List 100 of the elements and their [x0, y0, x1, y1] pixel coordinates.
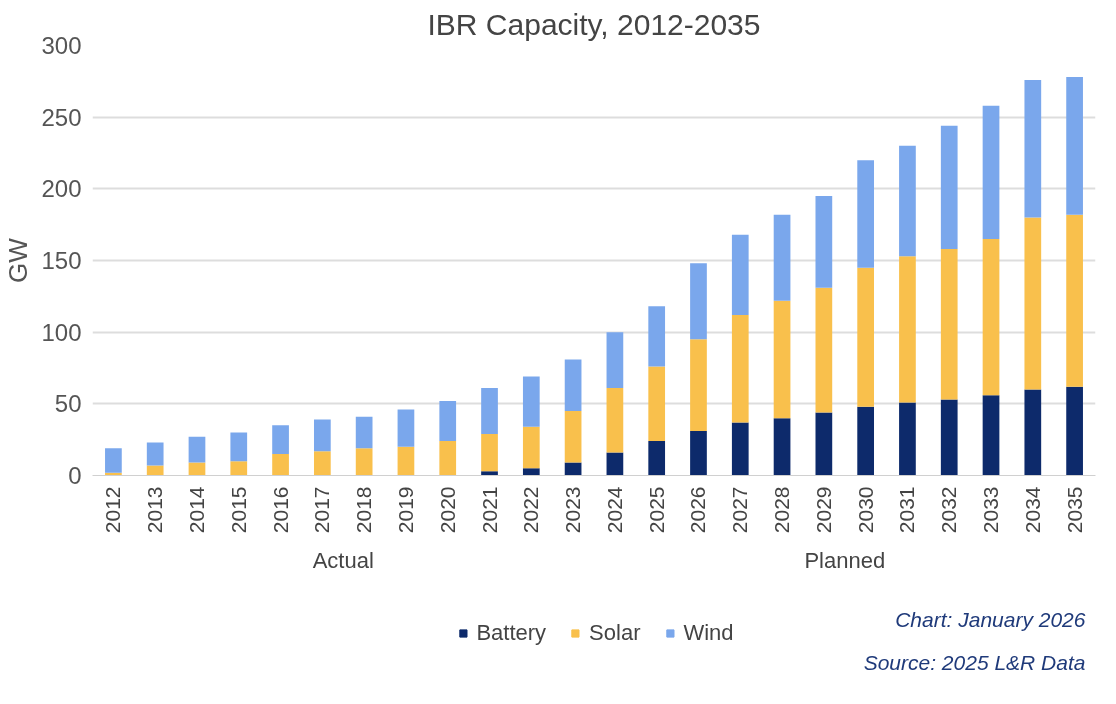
x-tick-label: 2026 — [686, 486, 710, 534]
text: Chart: January 2026 — [895, 607, 1086, 631]
y-tick-label: 150 — [41, 247, 82, 274]
bar — [982, 239, 1000, 396]
x-tick-label: 2015 — [226, 486, 250, 534]
bar — [397, 446, 415, 476]
bar — [105, 448, 122, 473]
bar — [314, 419, 331, 452]
bar — [731, 422, 749, 476]
y-tick-label: 0 — [68, 462, 82, 489]
bar — [940, 399, 958, 476]
bar — [940, 125, 958, 250]
bar — [522, 376, 540, 427]
x-tick-label: 2035 — [1062, 486, 1086, 534]
x-tick-label: 2030 — [853, 486, 877, 534]
source-note: Source: 2025 L&R Data — [863, 651, 1086, 675]
bar — [773, 214, 791, 301]
legend-label: Battery — [476, 619, 547, 646]
y-tick-label: 50 — [54, 390, 82, 418]
bar — [272, 425, 289, 454]
y-axis-title: GW — [3, 237, 34, 283]
bar — [272, 454, 289, 476]
x-tick-label: 2019 — [393, 486, 417, 534]
bar — [815, 287, 833, 413]
legend-label: Wind — [683, 619, 734, 646]
x-tick-label: 2025 — [644, 486, 668, 534]
x-tick-label: 2034 — [1020, 486, 1044, 534]
bar — [857, 160, 874, 268]
x-tick-label: 2027 — [728, 486, 752, 534]
bar — [606, 452, 624, 476]
x-tick-label: 2018 — [352, 486, 376, 534]
bar — [857, 406, 874, 476]
x-tick-label: 2022 — [519, 486, 543, 534]
bar — [648, 441, 666, 476]
x-tick-label: 2031 — [895, 486, 919, 534]
bar — [481, 471, 498, 476]
bar — [690, 339, 707, 432]
bar — [606, 388, 624, 453]
bar — [230, 461, 248, 476]
bar — [690, 263, 707, 340]
bar — [606, 332, 624, 389]
text: Planned — [804, 547, 886, 573]
bar — [982, 395, 1000, 476]
bar — [1024, 217, 1042, 390]
bar — [773, 418, 791, 476]
bar — [355, 448, 373, 476]
bar — [146, 442, 164, 466]
text: Actual — [312, 547, 374, 573]
bar — [188, 436, 206, 463]
bar — [731, 314, 749, 423]
bar — [940, 249, 958, 400]
x-tick-label: 2014 — [184, 486, 208, 534]
chart-title: IBR Capacity, 2012-2035 — [427, 7, 761, 41]
bar — [815, 196, 833, 288]
bar — [439, 400, 457, 442]
bar — [522, 426, 540, 469]
bar — [857, 267, 874, 407]
x-tick-label: 2032 — [937, 486, 961, 534]
x-tick-label: 2013 — [143, 486, 167, 534]
bar — [230, 432, 248, 462]
y-tick-label: 100 — [41, 318, 82, 346]
x-tick-label: 2024 — [602, 486, 626, 534]
x-tick-label: 2023 — [561, 486, 585, 534]
bar — [731, 234, 749, 315]
bar — [481, 433, 498, 472]
bar — [355, 416, 373, 449]
x-tick-label: 2029 — [811, 486, 835, 534]
bar — [648, 306, 666, 367]
bar — [314, 451, 331, 476]
bar — [439, 441, 457, 476]
bar — [982, 105, 1000, 239]
x-tick-label: 2016 — [268, 486, 292, 534]
x-tick-label: 2012 — [101, 486, 125, 534]
bar — [773, 300, 791, 419]
bar — [648, 366, 666, 442]
bar — [1066, 386, 1083, 476]
bar — [146, 465, 164, 476]
bar — [815, 412, 833, 476]
legend-label: Solar — [589, 619, 641, 646]
bar — [522, 468, 540, 476]
y-tick-label: 200 — [41, 175, 82, 203]
bar — [899, 256, 916, 403]
x-tick-label: 2033 — [979, 486, 1003, 534]
bar — [1066, 77, 1083, 215]
bar — [899, 402, 916, 476]
bar — [481, 388, 498, 434]
x-tick-label: 2017 — [310, 486, 334, 534]
bar — [1024, 389, 1042, 476]
y-tick-label: 250 — [41, 103, 82, 131]
bar — [1024, 79, 1042, 218]
x-tick-label: 2021 — [477, 486, 501, 534]
bar — [564, 359, 582, 411]
x-tick-label: 2020 — [435, 486, 459, 534]
bar — [690, 431, 707, 476]
bar — [564, 411, 582, 463]
y-tick-label: 300 — [41, 32, 82, 59]
bar — [899, 145, 916, 257]
x-tick-label: 2028 — [770, 486, 794, 534]
bar — [1066, 214, 1083, 387]
bar — [397, 409, 415, 447]
